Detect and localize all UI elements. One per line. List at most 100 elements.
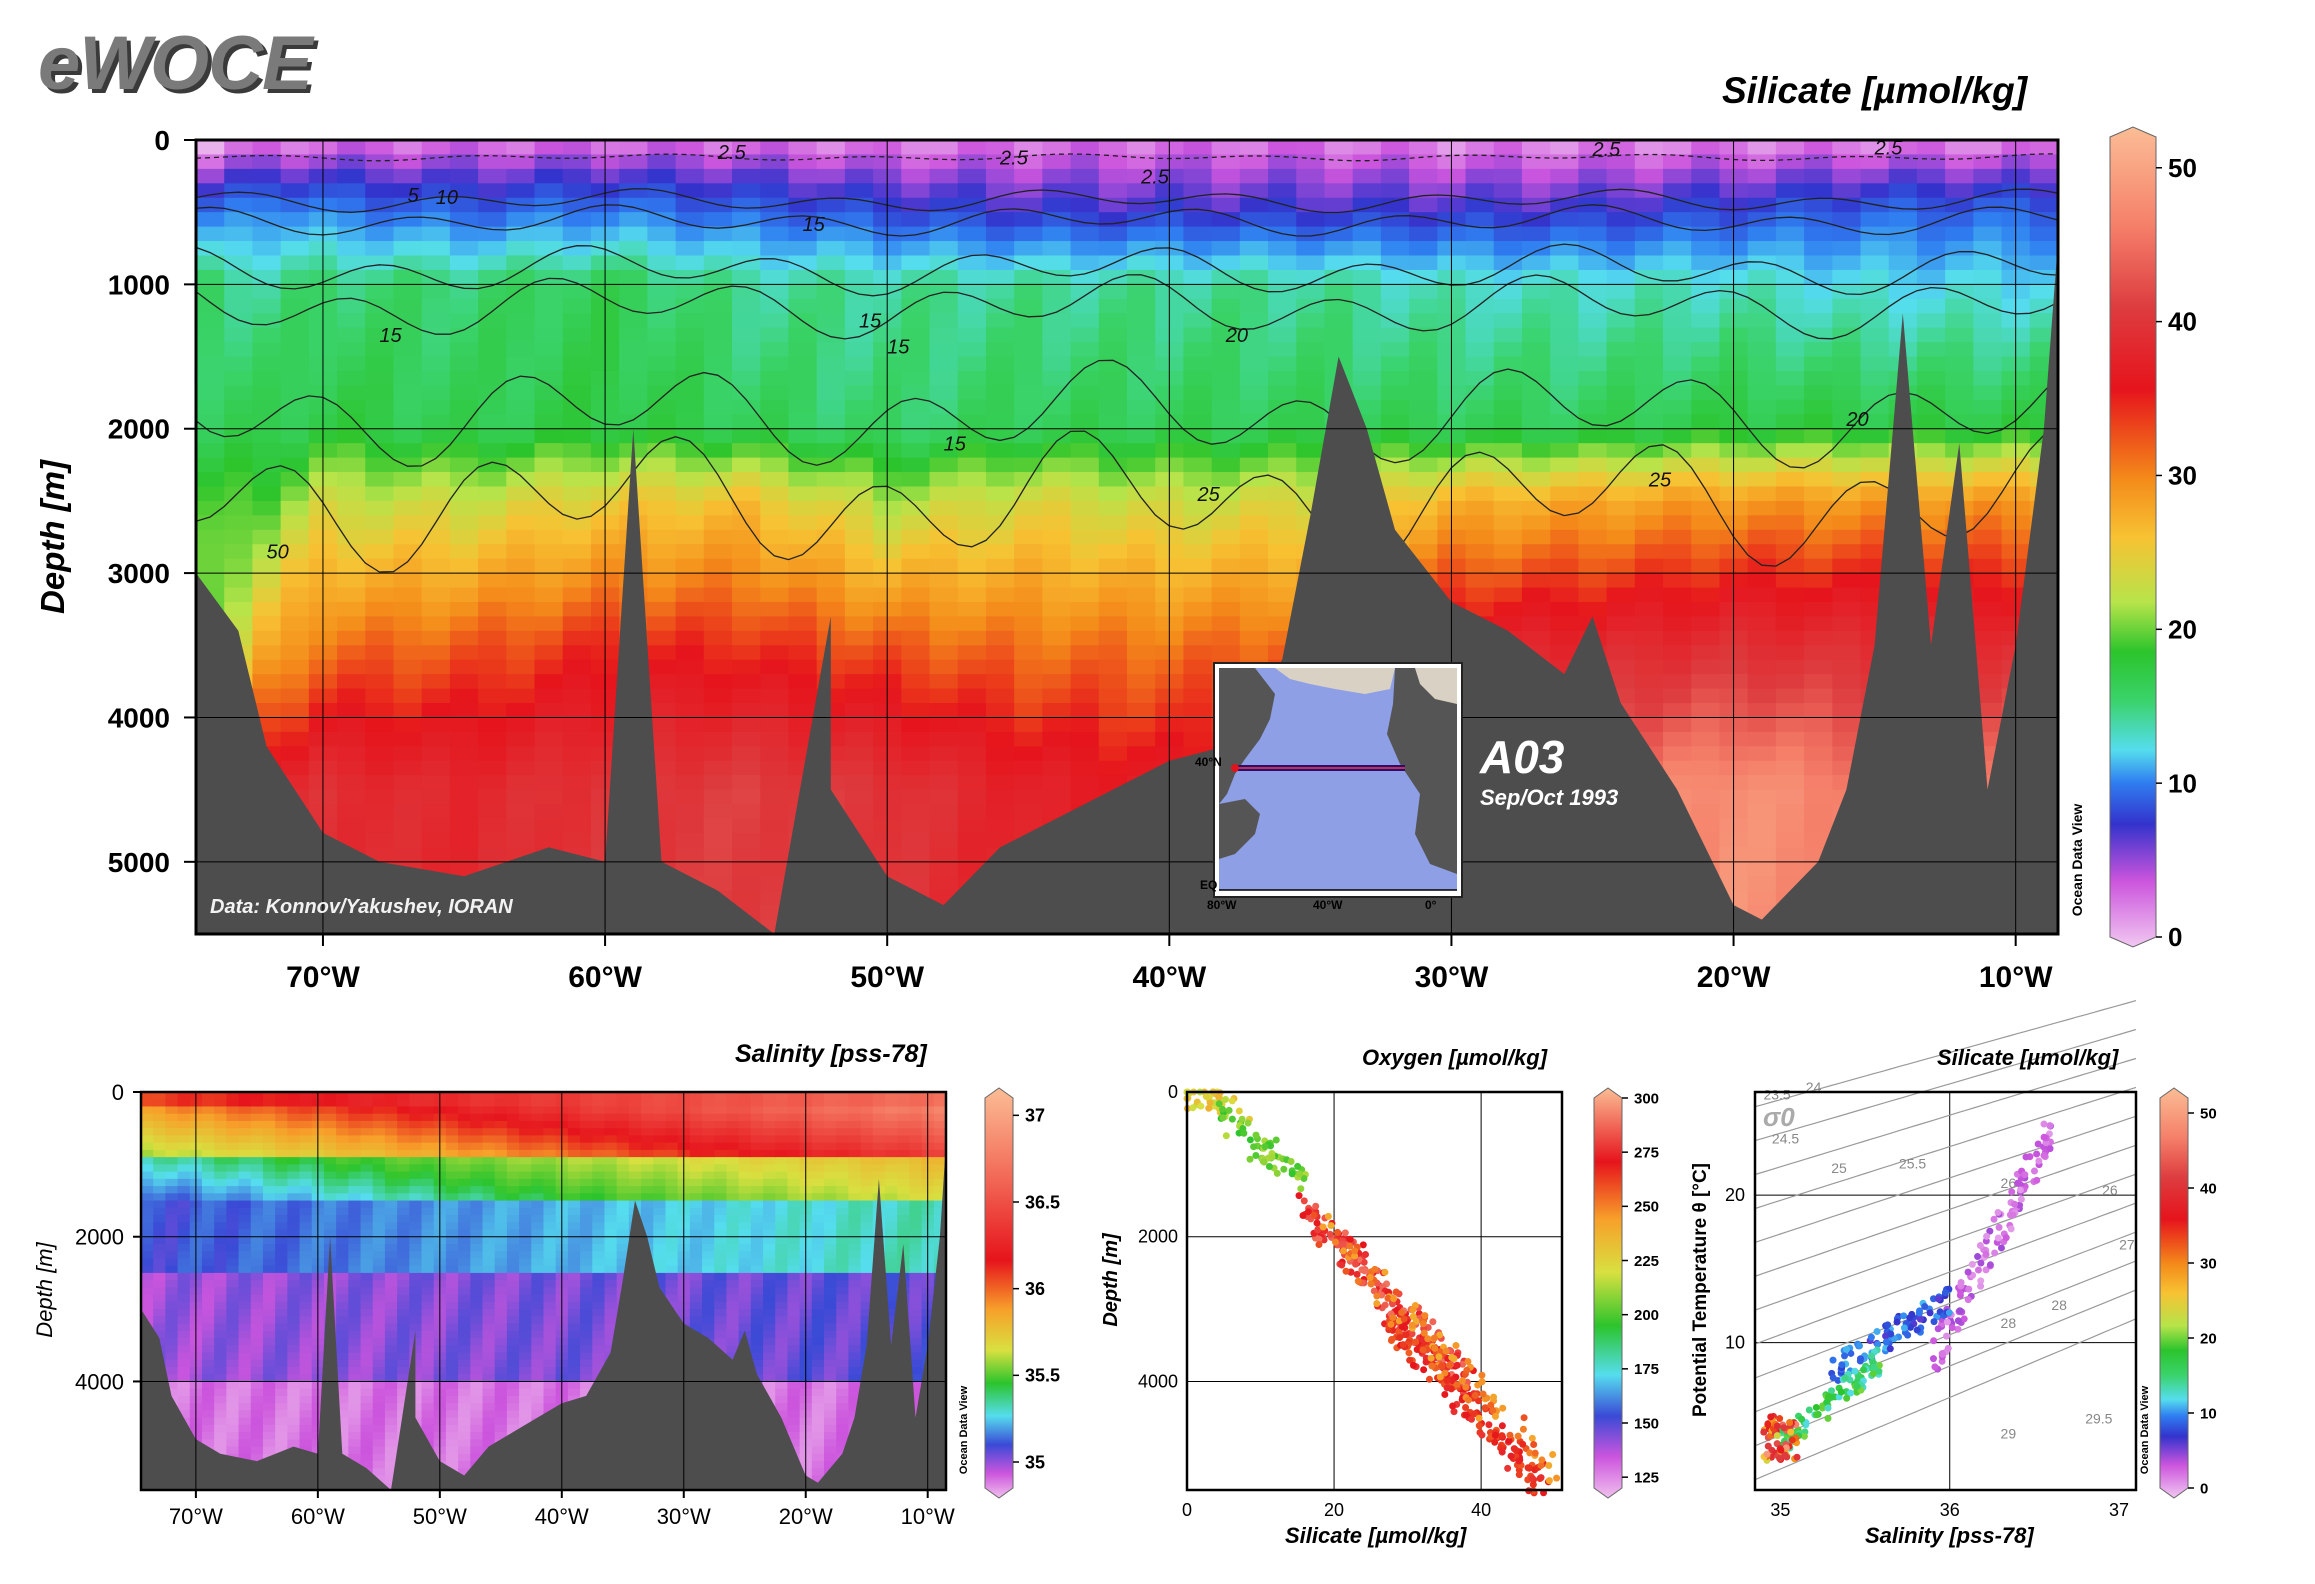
salinity-cell — [360, 1149, 374, 1159]
silicate-cell — [1127, 717, 1157, 733]
silicate-cell — [280, 212, 310, 228]
salinity-cell — [262, 1157, 277, 1166]
silicate-cell — [1747, 284, 1777, 300]
silicate-cell — [1211, 313, 1241, 329]
silicate-cell — [562, 443, 592, 459]
silicate-cell — [1352, 255, 1382, 271]
silicate-cell — [252, 443, 282, 459]
silicate-cell — [2001, 140, 2031, 156]
silicate-cell — [1550, 515, 1580, 531]
silicate-cell — [534, 140, 564, 156]
silicate-cell — [1634, 529, 1665, 546]
silicate-cell — [1832, 659, 1862, 676]
silicate-cell — [675, 789, 705, 806]
salinity-cell — [287, 1236, 301, 1245]
silicate-cell — [1916, 298, 1947, 315]
silicate-cell — [1211, 298, 1241, 315]
silicate-cell — [252, 486, 282, 502]
silicate-cell — [449, 370, 480, 387]
salinity-cell — [165, 1222, 179, 1231]
silicate-cell — [365, 688, 395, 705]
silicate-cell — [224, 472, 254, 488]
salinity-cell — [336, 1446, 350, 1455]
silicate-cell — [985, 515, 1016, 531]
salinity-cell — [238, 1381, 252, 1390]
silicate-cell — [732, 414, 762, 430]
silicate-cell — [957, 140, 987, 156]
silicate-cell — [788, 630, 818, 647]
silicate-cell — [957, 342, 987, 358]
y-tick-label: 5000 — [108, 847, 170, 878]
silicate-cell — [506, 587, 536, 603]
silicate-cell — [1945, 269, 1975, 286]
salinity-cell — [214, 1243, 228, 1253]
silicate-cell — [590, 356, 621, 372]
silicate-cell — [788, 659, 818, 676]
salinity-cell — [323, 1157, 338, 1166]
silicate-cell — [1719, 616, 1749, 632]
silicate-cell — [957, 601, 987, 618]
salinity-cell — [275, 1149, 289, 1159]
silicate-cell — [2001, 212, 2031, 228]
salinity-cell — [397, 1251, 411, 1260]
silicate-cell — [1775, 789, 1806, 806]
silicate-cell — [1719, 630, 1749, 647]
salinity-cell — [348, 1439, 362, 1448]
salinity-cell — [348, 1207, 362, 1217]
silicate-cell — [196, 486, 226, 502]
silicate-cell — [506, 284, 536, 300]
salinity-cell — [409, 1092, 423, 1101]
silicate-cell — [901, 515, 931, 531]
silicate-cell — [478, 573, 508, 589]
silicate-cell — [816, 616, 846, 632]
silicate-cell — [2001, 486, 2031, 502]
silicate-cell — [506, 573, 536, 589]
silicate-cell — [901, 731, 931, 748]
salinity-cell — [336, 1157, 350, 1166]
silicate-cell — [1183, 573, 1213, 589]
salinity-cell — [360, 1207, 374, 1217]
silicate-cell — [534, 443, 564, 459]
silicate-cell — [1070, 140, 1100, 156]
silicate-cell — [844, 500, 875, 517]
salinity-cell — [397, 1352, 411, 1361]
salinity-cell — [214, 1200, 228, 1209]
silicate-cell — [901, 486, 931, 502]
silicate-cell — [506, 269, 536, 286]
silicate-cell — [760, 284, 790, 300]
silicate-cell — [1973, 544, 2003, 560]
salinity-cell — [238, 1186, 252, 1195]
silicate-cell — [1070, 630, 1100, 647]
silicate-cell — [280, 688, 310, 705]
silicate-cell — [1663, 284, 1693, 300]
silicate-cell — [1832, 241, 1862, 257]
silicate-cell — [1973, 472, 2003, 488]
silicate-cell — [1465, 500, 1495, 517]
salinity-cell — [177, 1330, 191, 1340]
salinity-cell — [384, 1410, 399, 1419]
silicate-cell — [2001, 168, 2031, 185]
silicate-cell — [1945, 313, 1975, 329]
silicate-cell — [901, 717, 931, 733]
salinity-cell — [226, 1149, 240, 1159]
silicate-cell — [1775, 370, 1806, 387]
silicate-cell — [1014, 688, 1044, 705]
silicate-cell — [280, 472, 310, 488]
silicate-cell — [1578, 342, 1608, 358]
silicate-cell — [449, 804, 480, 820]
silicate-cell — [393, 298, 423, 315]
silicate-cell — [732, 703, 762, 719]
silicate-cell — [1521, 457, 1552, 474]
silicate-cell — [1521, 472, 1552, 488]
salinity-cell — [141, 1222, 155, 1231]
silicate-cell — [1606, 399, 1636, 416]
salinity-cell — [397, 1366, 411, 1376]
silicate-cell — [506, 645, 536, 661]
silicate-cell — [901, 298, 931, 315]
silicate-cell — [929, 443, 959, 459]
silicate-cell — [1211, 428, 1241, 445]
salinity-cell — [384, 1222, 399, 1231]
salinity-cell — [275, 1178, 289, 1188]
salinity-cell — [262, 1381, 277, 1390]
salinity-cell — [201, 1345, 216, 1354]
